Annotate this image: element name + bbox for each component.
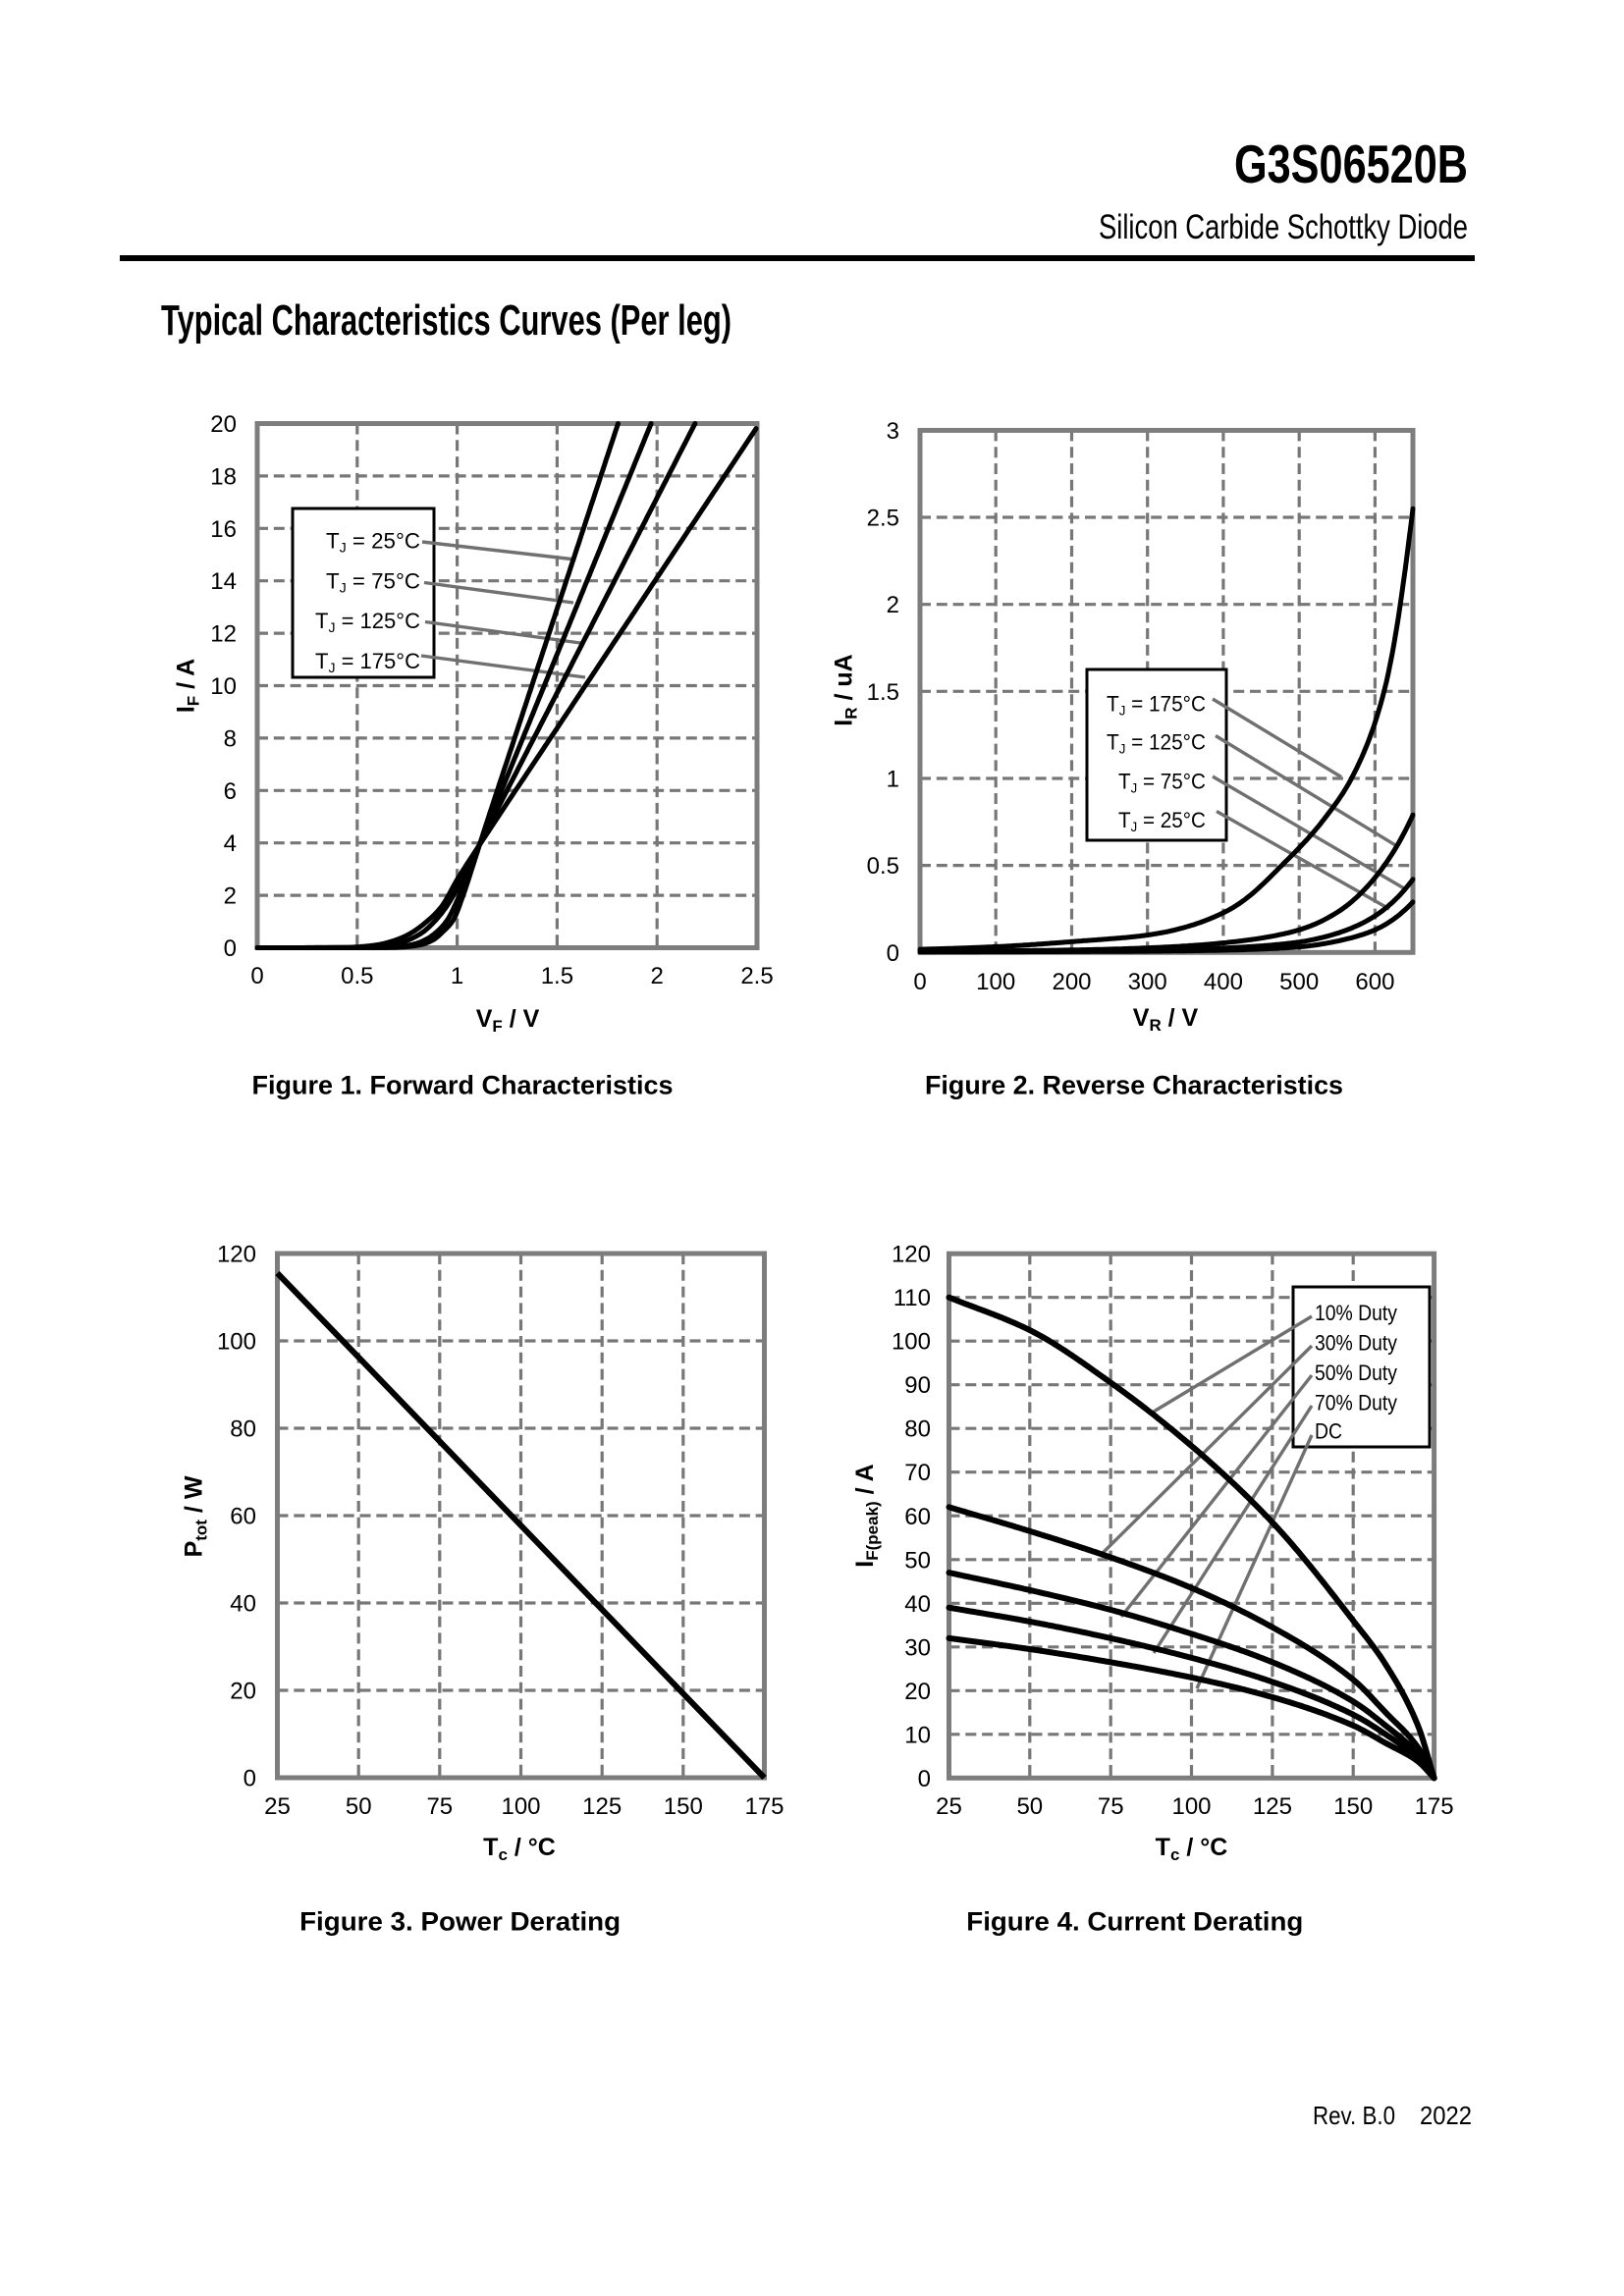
svg-text:70: 70 [904, 1460, 931, 1486]
svg-text:2: 2 [651, 963, 664, 989]
svg-text:0: 0 [224, 935, 237, 962]
svg-text:110: 110 [893, 1285, 931, 1311]
svg-text:2.5: 2.5 [740, 963, 773, 989]
svg-text:TJ = 25°C: TJ = 25°C [326, 529, 420, 556]
svg-text:60: 60 [230, 1504, 256, 1530]
svg-text:80: 80 [230, 1416, 256, 1443]
svg-text:10: 10 [904, 1722, 931, 1748]
svg-text:50% Duty: 50% Duty [1315, 1361, 1397, 1385]
svg-text:150: 150 [664, 1793, 703, 1820]
svg-text:18: 18 [210, 463, 237, 490]
svg-text:10% Duty: 10% Duty [1315, 1301, 1397, 1325]
svg-text:100: 100 [1171, 1793, 1211, 1820]
svg-text:1.5: 1.5 [541, 963, 573, 989]
svg-text:300: 300 [1128, 969, 1167, 995]
svg-text:200: 200 [1052, 969, 1091, 995]
svg-text:8: 8 [224, 725, 237, 752]
svg-text:75: 75 [1098, 1793, 1124, 1820]
svg-text:2022: 2022 [1420, 2101, 1472, 2130]
svg-text:0.5: 0.5 [867, 853, 899, 880]
svg-text:1.5: 1.5 [867, 679, 899, 706]
svg-text:150: 150 [1333, 1793, 1373, 1820]
svg-text:25: 25 [936, 1793, 962, 1820]
svg-text:50: 50 [904, 1547, 931, 1574]
svg-text:100: 100 [501, 1793, 540, 1820]
svg-text:25: 25 [264, 1793, 291, 1820]
svg-text:80: 80 [904, 1416, 931, 1443]
svg-text:500: 500 [1279, 969, 1319, 995]
svg-text:4: 4 [224, 830, 237, 857]
svg-text:40: 40 [230, 1591, 256, 1618]
svg-text:14: 14 [210, 568, 237, 595]
svg-text:2: 2 [224, 883, 237, 910]
svg-text:90: 90 [904, 1372, 931, 1399]
svg-text:20: 20 [210, 411, 237, 438]
svg-text:125: 125 [582, 1793, 622, 1820]
svg-text:IR / uA: IR / uA [831, 654, 861, 725]
svg-text:120: 120 [217, 1242, 256, 1268]
svg-text:1: 1 [451, 963, 463, 989]
svg-text:120: 120 [892, 1242, 931, 1268]
svg-text:Ptot / W: Ptot / W [181, 1475, 211, 1557]
svg-text:Tc / °C: Tc / °C [1156, 1834, 1228, 1864]
svg-text:VR / V: VR / V [1133, 1004, 1199, 1035]
svg-text:Figure 1. Forward Characterist: Figure 1. Forward Characteristics [252, 1071, 674, 1100]
svg-text:20: 20 [230, 1679, 256, 1705]
svg-text:Rev. B.0: Rev. B.0 [1313, 2101, 1395, 2130]
svg-text:VF / V: VF / V [476, 1005, 540, 1036]
svg-text:175: 175 [1415, 1793, 1454, 1820]
svg-text:10: 10 [210, 673, 237, 700]
svg-text:40: 40 [904, 1591, 931, 1618]
svg-text:400: 400 [1204, 969, 1243, 995]
svg-text:IF(peak) / A: IF(peak) / A [851, 1464, 882, 1567]
svg-text:0: 0 [913, 969, 926, 995]
svg-text:0.5: 0.5 [341, 963, 373, 989]
svg-text:125: 125 [1253, 1793, 1292, 1820]
svg-text:60: 60 [904, 1504, 931, 1530]
svg-text:100: 100 [976, 969, 1015, 995]
svg-text:6: 6 [224, 778, 237, 805]
svg-text:600: 600 [1355, 969, 1394, 995]
svg-text:175: 175 [744, 1793, 784, 1820]
svg-text:0: 0 [244, 1766, 256, 1792]
svg-text:50: 50 [346, 1793, 372, 1820]
svg-text:TJ = 75°C: TJ = 75°C [1118, 770, 1206, 796]
svg-text:Figure 4. Current Derating: Figure 4. Current Derating [966, 1907, 1303, 1937]
svg-text:0: 0 [918, 1766, 931, 1792]
svg-text:Tc / °C: Tc / °C [483, 1834, 556, 1864]
svg-text:75: 75 [426, 1793, 453, 1820]
svg-text:2.5: 2.5 [867, 506, 899, 532]
svg-text:Figure 2. Reverse Characterist: Figure 2. Reverse Characteristics [925, 1071, 1343, 1100]
svg-text:3: 3 [887, 418, 899, 445]
svg-text:Silicon Carbide Schottky Diode: Silicon Carbide Schottky Diode [1099, 208, 1468, 246]
svg-text:0: 0 [887, 940, 899, 967]
svg-text:0: 0 [250, 963, 263, 989]
svg-text:100: 100 [217, 1329, 256, 1356]
svg-text:1: 1 [887, 767, 899, 793]
svg-text:G3S06520B: G3S06520B [1234, 133, 1468, 194]
svg-text:2: 2 [887, 592, 899, 618]
svg-text:Figure 3. Power Derating: Figure 3. Power Derating [299, 1907, 621, 1937]
svg-text:12: 12 [210, 621, 237, 648]
svg-text:30: 30 [904, 1634, 931, 1661]
svg-text:70% Duty: 70% Duty [1315, 1391, 1397, 1415]
svg-text:30% Duty: 30% Duty [1315, 1331, 1397, 1356]
svg-text:TJ = 175°C: TJ = 175°C [1107, 692, 1206, 719]
svg-text:20: 20 [904, 1679, 931, 1705]
svg-text:Typical Characteristics Curves: Typical Characteristics Curves (Per leg) [161, 296, 731, 345]
svg-text:50: 50 [1016, 1793, 1043, 1820]
svg-text:DC: DC [1315, 1419, 1342, 1444]
svg-text:16: 16 [210, 516, 237, 543]
svg-text:100: 100 [892, 1329, 931, 1356]
